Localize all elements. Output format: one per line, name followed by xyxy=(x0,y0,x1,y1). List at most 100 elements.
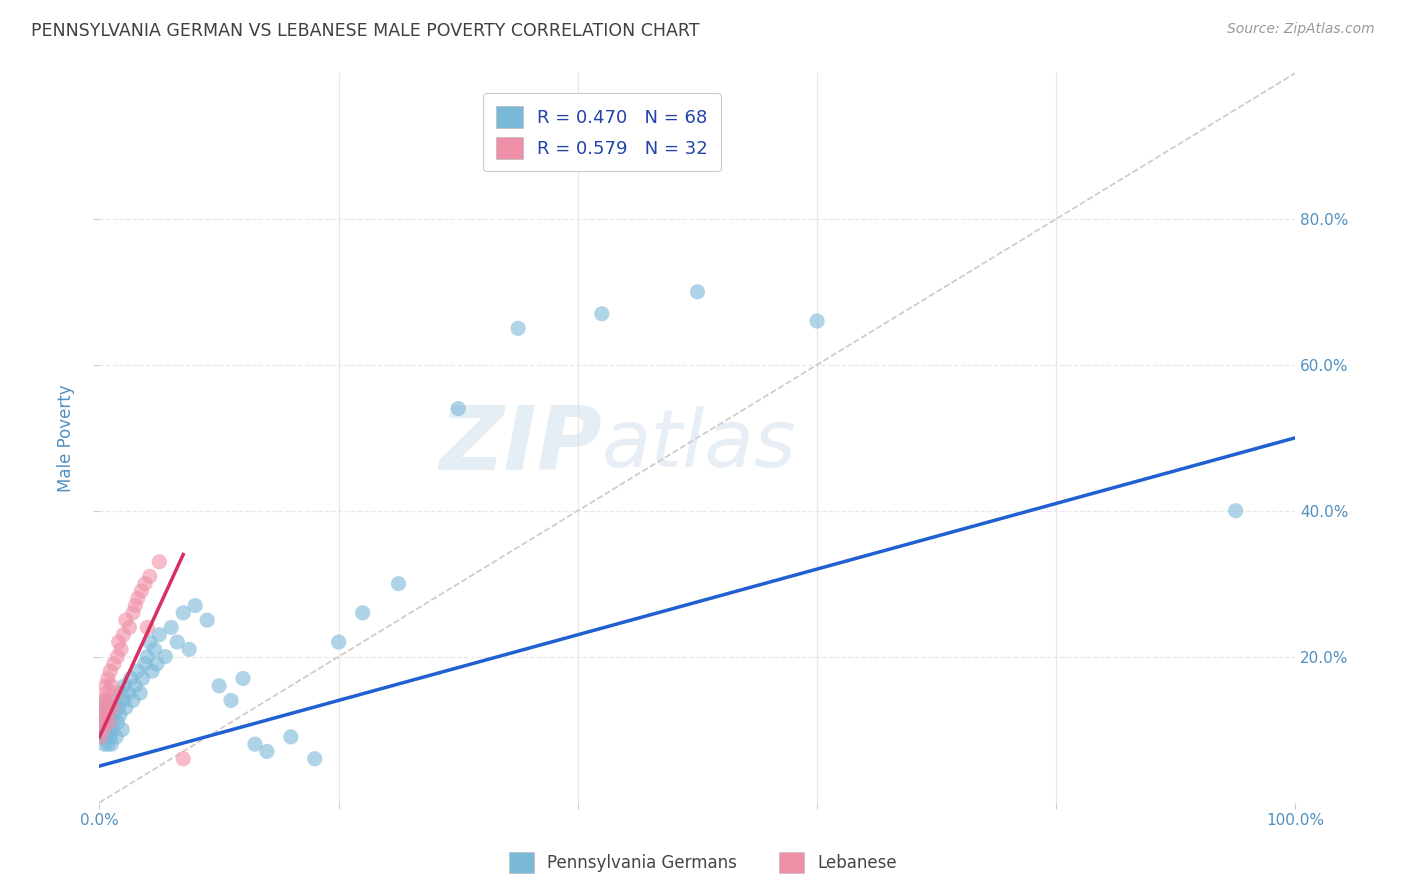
Point xyxy=(90,708,112,723)
Point xyxy=(134,576,156,591)
Point xyxy=(138,635,160,649)
Point xyxy=(387,576,409,591)
Point xyxy=(114,613,136,627)
Point xyxy=(114,679,136,693)
Point xyxy=(94,693,117,707)
Legend: Pennsylvania Germans, Lebanese: Pennsylvania Germans, Lebanese xyxy=(502,846,904,880)
Point xyxy=(90,708,112,723)
Point xyxy=(243,737,266,751)
Point xyxy=(155,649,177,664)
Legend: R = 0.470   N = 68, R = 0.579   N = 32: R = 0.470 N = 68, R = 0.579 N = 32 xyxy=(484,93,720,171)
Point xyxy=(232,672,254,686)
Point xyxy=(100,737,122,751)
Point xyxy=(107,700,129,714)
Point xyxy=(97,693,120,707)
Point xyxy=(122,606,145,620)
Point xyxy=(166,635,188,649)
Point xyxy=(101,700,124,714)
Point xyxy=(91,693,114,707)
Point xyxy=(506,321,529,335)
Point xyxy=(94,723,117,737)
Text: Source: ZipAtlas.com: Source: ZipAtlas.com xyxy=(1227,22,1375,37)
Point xyxy=(90,730,112,744)
Point xyxy=(96,708,118,723)
Point xyxy=(111,723,134,737)
Point xyxy=(98,723,121,737)
Point xyxy=(103,657,125,671)
Point xyxy=(806,314,828,328)
Text: atlas: atlas xyxy=(602,406,797,484)
Point xyxy=(94,700,117,714)
Point xyxy=(219,693,242,707)
Point xyxy=(100,715,122,730)
Point xyxy=(146,657,169,671)
Point xyxy=(118,620,141,634)
Point xyxy=(98,708,121,723)
Point xyxy=(148,628,170,642)
Point xyxy=(98,664,121,678)
Point xyxy=(134,657,156,671)
Point xyxy=(1225,504,1247,518)
Point xyxy=(352,606,374,620)
Point xyxy=(117,686,139,700)
Point xyxy=(120,672,142,686)
Point xyxy=(110,686,132,700)
Point xyxy=(94,679,117,693)
Point xyxy=(93,715,115,730)
Point xyxy=(100,679,122,693)
Text: ZIP: ZIP xyxy=(439,401,602,489)
Point xyxy=(127,591,149,606)
Point xyxy=(96,686,118,700)
Text: PENNSYLVANIA GERMAN VS LEBANESE MALE POVERTY CORRELATION CHART: PENNSYLVANIA GERMAN VS LEBANESE MALE POV… xyxy=(31,22,699,40)
Point xyxy=(105,730,128,744)
Point xyxy=(98,730,121,744)
Point xyxy=(328,635,350,649)
Point xyxy=(114,700,136,714)
Point xyxy=(124,599,146,613)
Point xyxy=(179,642,201,657)
Point xyxy=(107,715,129,730)
Point xyxy=(143,642,166,657)
Point xyxy=(686,285,709,299)
Point xyxy=(280,730,302,744)
Point xyxy=(96,730,118,744)
Point xyxy=(136,649,159,664)
Point xyxy=(91,730,114,744)
Point xyxy=(98,715,121,730)
Point xyxy=(129,686,152,700)
Point xyxy=(104,686,127,700)
Point xyxy=(148,555,170,569)
Point xyxy=(96,708,118,723)
Point xyxy=(172,606,194,620)
Y-axis label: Male Poverty: Male Poverty xyxy=(58,384,75,491)
Point xyxy=(112,628,135,642)
Point xyxy=(93,715,115,730)
Point xyxy=(98,700,121,714)
Point xyxy=(160,620,183,634)
Point xyxy=(138,569,160,583)
Point xyxy=(136,620,159,634)
Point xyxy=(90,723,112,737)
Point xyxy=(304,752,326,766)
Point xyxy=(103,708,125,723)
Point xyxy=(93,737,115,751)
Point xyxy=(447,401,470,416)
Point xyxy=(101,723,124,737)
Point xyxy=(122,693,145,707)
Point xyxy=(110,642,132,657)
Point xyxy=(591,307,613,321)
Point xyxy=(107,635,129,649)
Point xyxy=(141,664,163,678)
Point xyxy=(131,584,153,599)
Point xyxy=(131,672,153,686)
Point xyxy=(184,599,207,613)
Point xyxy=(112,693,135,707)
Point xyxy=(104,693,127,707)
Point xyxy=(91,723,114,737)
Point xyxy=(208,679,231,693)
Point xyxy=(172,752,194,766)
Point xyxy=(97,715,120,730)
Point xyxy=(127,664,149,678)
Point xyxy=(108,708,131,723)
Point xyxy=(256,744,278,758)
